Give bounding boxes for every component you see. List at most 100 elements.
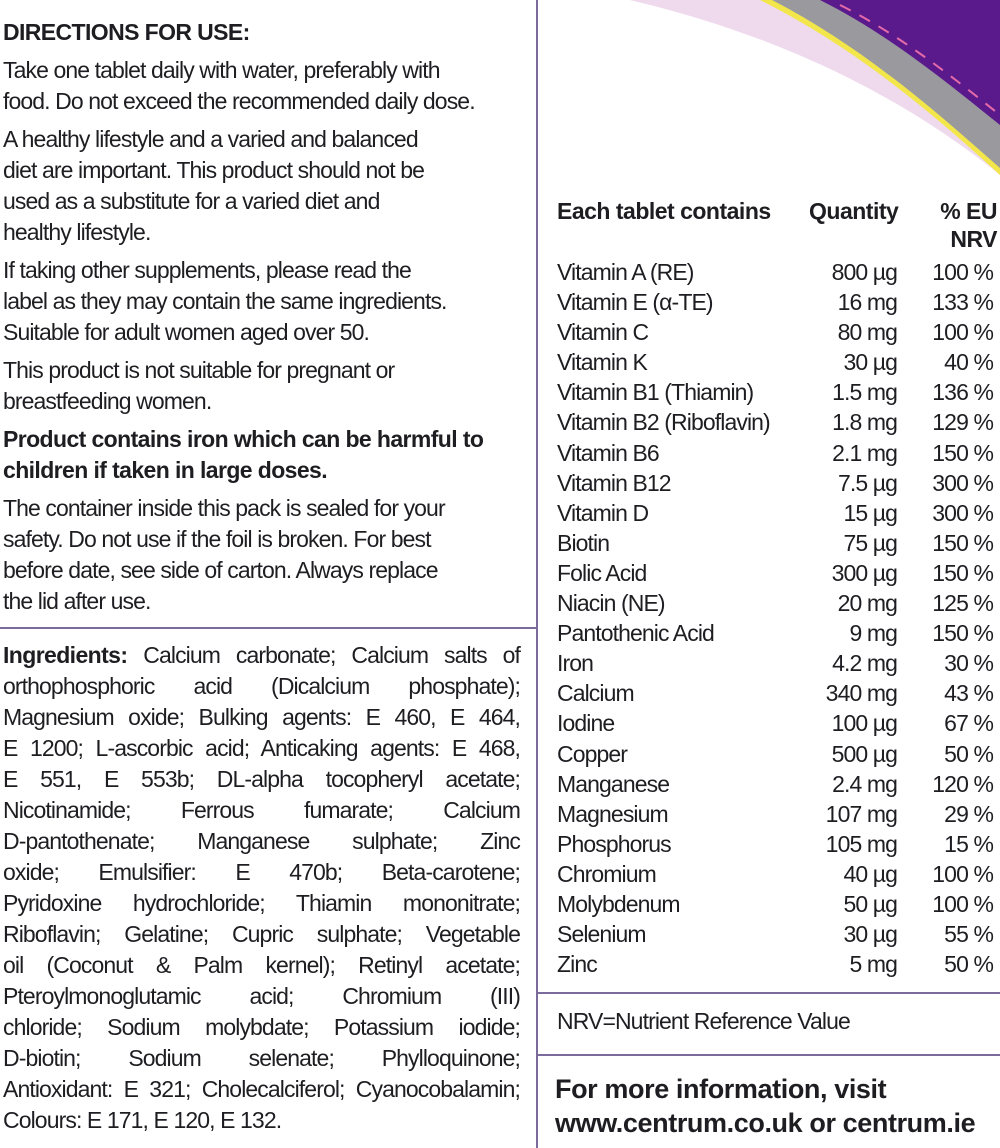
nutrient-quantity: 15 µg (843, 499, 897, 526)
nutrient-nrv: 125 % (932, 590, 994, 617)
nutrient-name: Manganese (557, 770, 670, 797)
nutrient-nrv: 150 % (932, 439, 994, 466)
ingredients-line: oxide; Emulsifier: E 470b; Beta-carotene… (3, 859, 521, 885)
more-info: For more information, visit www.centrum.… (555, 1072, 976, 1140)
paragraph-gap (3, 348, 483, 355)
ingredients-section: Ingredients: Calcium carbonate; Calcium … (3, 640, 521, 1136)
nutrient-name: Vitamin B2 (Riboflavin) (557, 409, 771, 436)
nutrient-name: Vitamin B6 (557, 439, 660, 466)
directions-text-line: diet are important. This product should … (3, 157, 425, 183)
table-row: Zinc 5 mg 50 % (557, 949, 997, 979)
nutrient-quantity: 9 mg (849, 620, 897, 647)
table-row: Vitamin A (RE) 800 µg 100 % (557, 257, 997, 287)
table-row: Calcium 340 mg 43 % (557, 678, 997, 708)
ingredients-line: D-biotin; Sodium selenate; Phylloquinone… (3, 1045, 521, 1071)
directions-text-line: label as they may contain the same ingre… (3, 288, 447, 314)
table-row: Vitamin C 80 mg 100 % (557, 317, 997, 347)
table-row: Selenium 30 µg 55 % (557, 919, 997, 949)
nutrient-quantity: 340 mg (825, 680, 898, 707)
nutrient-quantity: 100 µg (831, 710, 898, 737)
section-divider (0, 627, 537, 629)
table-row: Copper 500 µg 50 % (557, 739, 997, 769)
nutrient-quantity: 105 mg (825, 830, 898, 857)
directions-text-line: This product is not suitable for pregnan… (3, 357, 395, 383)
paragraph-gap (3, 248, 483, 255)
ingredients-line: Pteroylmonoglutamic acid; Chromium (III) (3, 983, 521, 1009)
directions-text-line: Suitable for adult women aged over 50. (3, 319, 370, 345)
ingredients-line: Riboflavin; Gelatine; Cupric sulphate; V… (3, 921, 521, 947)
nutrient-name: Magnesium (557, 800, 669, 827)
directions-text-line: used as a substitute for a varied diet a… (3, 188, 380, 214)
table-row: Vitamin B1 (Thiamin) 1.5 mg 136 % (557, 377, 997, 407)
nutrient-nrv: 120 % (932, 770, 994, 797)
ingredients-line: oil (Coconut & Palm kernel); Retinyl ace… (3, 952, 521, 978)
nutrient-nrv: 15 % (944, 830, 994, 857)
table-row: Vitamin K 30 µg 40 % (557, 347, 997, 377)
nutrient-name: Chromium (557, 860, 657, 887)
nutrient-nrv: 100 % (932, 319, 994, 346)
nutrient-name: Iodine (557, 710, 615, 737)
directions-text-line: before date, see side of carton. Always … (3, 557, 438, 583)
nutrient-quantity: 107 mg (825, 800, 898, 827)
nutrient-quantity: 16 mg (837, 289, 898, 316)
nutrient-name: Iron (557, 650, 594, 677)
nutrient-nrv: 150 % (932, 559, 994, 586)
nutrient-name: Vitamin E (α-TE) (557, 289, 714, 316)
nutrient-quantity: 50 µg (843, 890, 897, 917)
ingredients-line: Antioxidant: E 321; Cholecalciferol; Cya… (3, 1076, 521, 1102)
paragraph-gap (3, 486, 483, 493)
paragraph-gap (3, 117, 483, 124)
nutrient-quantity: 4.2 mg (832, 650, 898, 677)
nutrient-nrv: 136 % (932, 379, 994, 406)
table-row: Manganese 2.4 mg 120 % (557, 769, 997, 799)
nutrient-nrv: 300 % (932, 499, 994, 526)
directions-text-line: If taking other supplements, please read… (3, 257, 412, 283)
header-quantity: Quantity (809, 198, 899, 224)
table-row: Chromium 40 µg 100 % (557, 859, 997, 889)
column-divider (536, 0, 538, 1148)
nutrition-table: Each tablet contains Quantity % EU NRV V… (557, 196, 998, 979)
nutrient-name: Copper (557, 740, 628, 767)
table-row: Vitamin E (α-TE) 16 mg 133 % (557, 287, 997, 317)
nutrient-nrv: 50 % (944, 740, 994, 767)
table-row: Vitamin B12 7.5 µg 300 % (557, 468, 997, 498)
nutrient-name: Phosphorus (557, 830, 672, 857)
ingredients-text: Calcium carbonate; Calcium salts of (127, 642, 521, 668)
nutrient-nrv: 43 % (944, 680, 994, 707)
nutrient-nrv: 300 % (932, 469, 994, 496)
directions-text-line: breastfeeding women. (3, 388, 212, 414)
ingredients-line: Nicotinamide; Ferrous fumarate; Calcium (3, 797, 521, 823)
nutrient-name: Vitamin B1 (Thiamin) (557, 379, 754, 406)
more-info-website[interactable]: www.centrum.co.uk or centrum.ie (555, 1108, 976, 1138)
table-row: Niacin (NE) 20 mg 125 % (557, 588, 997, 618)
nutrient-name: Vitamin B12 (557, 469, 672, 496)
nutrient-name: Niacin (NE) (557, 590, 666, 617)
nutrient-name: Selenium (557, 921, 647, 948)
nutrient-quantity: 7.5 µg (837, 469, 898, 496)
table-bottom-divider (537, 992, 1000, 994)
nutrient-quantity: 5 mg (849, 951, 897, 978)
table-row: Molybdenum 50 µg 100 % (557, 889, 997, 919)
nutrient-name: Pantothenic Acid (557, 620, 715, 647)
nrv-note: NRV=Nutrient Reference Value (557, 1008, 851, 1034)
nutrient-name: Vitamin C (557, 319, 649, 346)
table-row: Biotin 75 µg 150 % (557, 528, 997, 558)
more-info-line1: For more information, visit (555, 1074, 887, 1104)
ingredients-line: E 551, E 553b; DL-alpha tocopheryl aceta… (3, 766, 521, 792)
nutrient-nrv: 133 % (932, 289, 994, 316)
directions-text-line: A healthy lifestyle and a varied and bal… (3, 126, 419, 152)
nutrient-quantity: 2.1 mg (832, 439, 898, 466)
nutrient-nrv: 150 % (932, 620, 994, 647)
nutrient-name: Zinc (557, 951, 598, 978)
paragraph-gap (3, 417, 483, 424)
ingredients-line: orthophosphoric acid (Dicalcium phosphat… (3, 673, 521, 699)
nutrient-quantity: 40 µg (843, 860, 897, 887)
nutrient-nrv: 50 % (944, 951, 994, 978)
ingredients-line: Colours: E 171, E 120, E 132. (3, 1107, 282, 1133)
header-name: Each tablet contains (557, 198, 771, 224)
table-header: Each tablet contains Quantity % EU NRV (557, 196, 998, 252)
nutrient-nrv: 40 % (944, 349, 994, 376)
nutrient-name: Vitamin K (557, 349, 648, 376)
table-row: Phosphorus 105 mg 15 % (557, 829, 997, 859)
nutrient-nrv: 150 % (932, 529, 994, 556)
